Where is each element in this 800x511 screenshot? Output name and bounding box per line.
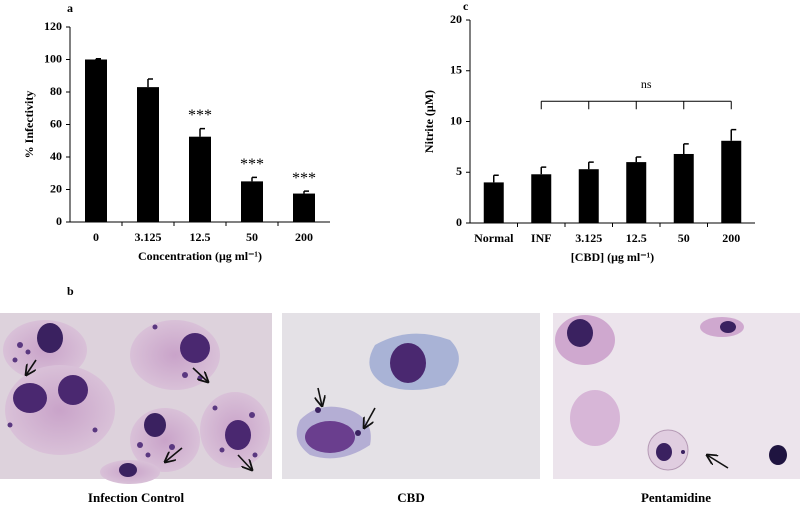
error-bar: [540, 166, 547, 175]
bar: [531, 174, 552, 223]
x-tick-label: 3.125: [575, 231, 602, 245]
bar: [189, 136, 211, 222]
micrograph: [0, 313, 272, 484]
bracket-label: ns: [641, 77, 652, 91]
significance: ***: [188, 107, 212, 124]
error-bar: [588, 161, 594, 170]
bar: [85, 59, 107, 222]
x-axis-title: Concentration (μg ml⁻¹): [138, 249, 262, 263]
bracket: [540, 100, 732, 110]
x-tick-label: 50: [678, 231, 690, 245]
x-axis-title: [CBD] (μg ml⁻¹): [571, 250, 654, 264]
y-tick-label: 0: [56, 214, 62, 228]
bar: [673, 153, 694, 223]
y-tick-label: 20: [450, 12, 462, 26]
y-axis-title: % Infectivity: [22, 91, 36, 159]
caption: Infection Control: [88, 490, 185, 505]
bar: [293, 193, 315, 222]
y-tick-label: 40: [50, 149, 62, 163]
x-tick-label: 12.5: [190, 230, 211, 244]
caption: CBD: [397, 490, 424, 505]
y-tick-label: 80: [50, 84, 62, 98]
y-tick-label: 100: [44, 51, 62, 65]
panel-label: b: [67, 284, 74, 298]
x-tick-label: Normal: [474, 231, 514, 245]
bar: [483, 182, 504, 223]
error-bar: [251, 176, 257, 182]
error-bar: [683, 143, 689, 154]
bar: [721, 140, 742, 223]
y-tick-label: 15: [450, 63, 462, 77]
x-tick-label: 200: [295, 230, 313, 244]
y-tick-label: 10: [450, 113, 462, 127]
y-tick-label: 60: [50, 116, 62, 130]
y-tick-label: 5: [456, 164, 462, 178]
error-bar: [303, 190, 309, 194]
x-tick-label: 0: [93, 230, 99, 244]
x-tick-label: 200: [722, 231, 740, 245]
error-bar: [635, 156, 642, 163]
panel-label: a: [67, 1, 73, 15]
x-tick-label: 12.5: [626, 231, 647, 245]
significance: ***: [292, 170, 316, 187]
significance: ***: [240, 156, 264, 173]
micrograph: [282, 313, 540, 479]
caption: Pentamidine: [641, 490, 711, 505]
bar: [137, 87, 159, 222]
error-bar: [730, 128, 737, 141]
bar: [626, 162, 647, 223]
y-tick-label: 0: [456, 215, 462, 229]
error-bar: [95, 57, 101, 60]
error-bar: [493, 174, 499, 183]
x-tick-label: 3.125: [135, 230, 162, 244]
y-tick-label: 20: [50, 181, 62, 195]
error-bar: [199, 127, 205, 137]
bar: [578, 169, 599, 223]
error-bar: [147, 78, 153, 88]
y-axis-title: Nitrite (μM): [422, 90, 436, 153]
micrograph: [553, 313, 800, 479]
y-tick-label: 120: [44, 19, 62, 33]
panel-label: c: [463, 0, 469, 13]
x-tick-label: 50: [246, 230, 258, 244]
x-tick-label: INF: [531, 231, 552, 245]
bar: [241, 181, 263, 222]
